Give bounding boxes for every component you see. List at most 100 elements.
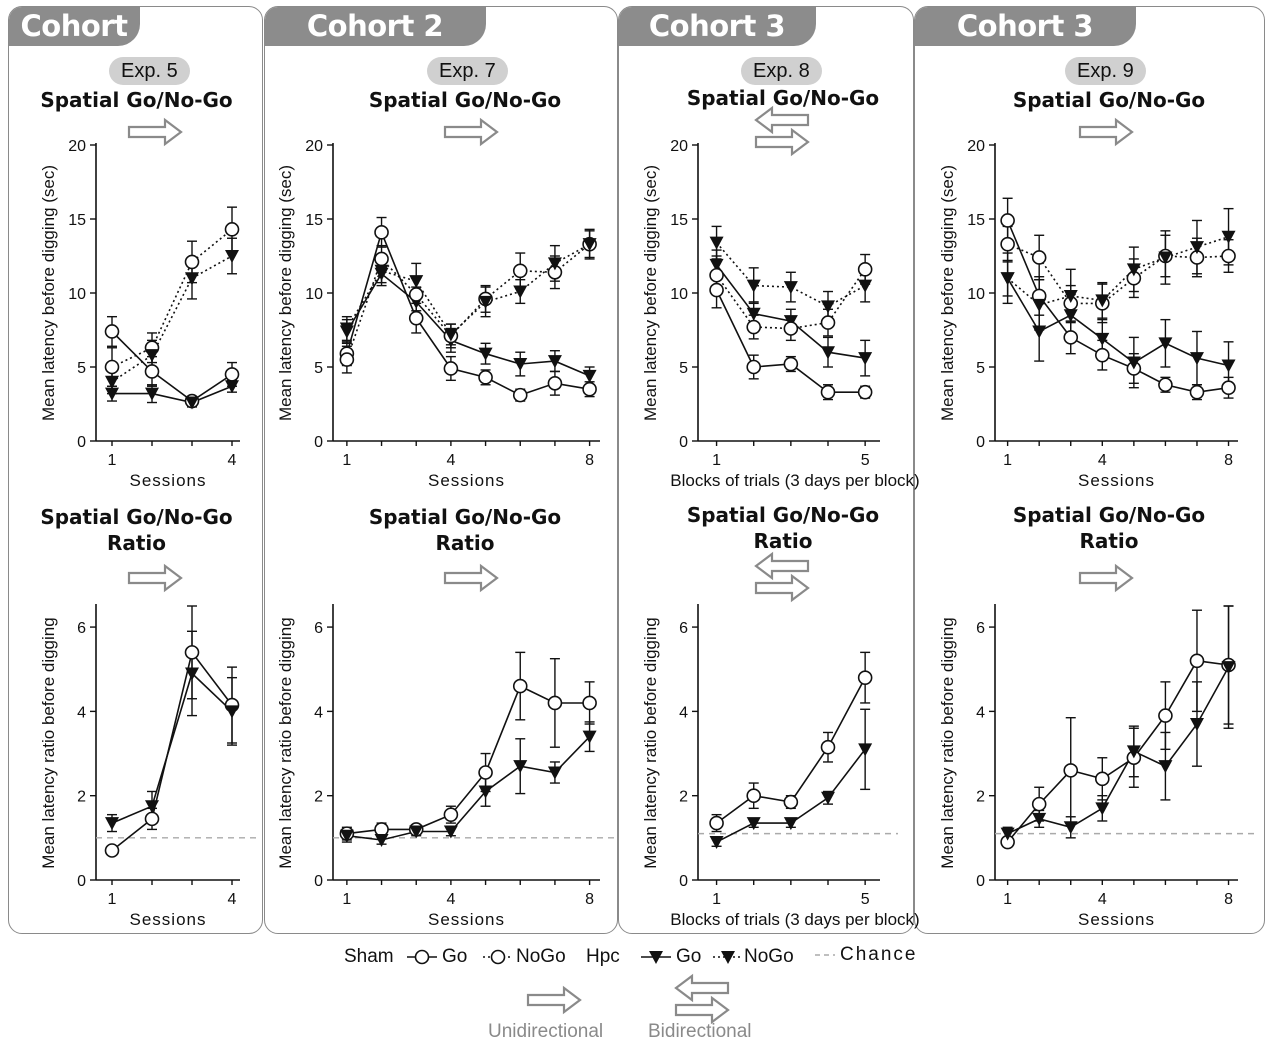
panel-exp7: Cohort 2 Exp. 7 Spatial Go/No-Go Spatial… bbox=[264, 6, 618, 934]
y-tick-label: 0 bbox=[679, 434, 688, 451]
y-tick-label: 10 bbox=[305, 286, 323, 303]
data-point-circle bbox=[709, 815, 724, 831]
data-point-triangle bbox=[582, 369, 597, 383]
series-line bbox=[1007, 236, 1229, 306]
data-point-triangle bbox=[1189, 352, 1204, 366]
bottom-chart-subtitle: Ratio bbox=[1079, 529, 1139, 553]
bottom-chart-subtitle: Ratio bbox=[435, 531, 495, 555]
data-point-circle bbox=[478, 765, 493, 780]
x-tick-label: 5 bbox=[861, 452, 870, 469]
data-point-triangle bbox=[225, 250, 239, 263]
top-chart-title: Spatial Go/No-Go bbox=[1012, 88, 1206, 112]
data-point-triangle bbox=[225, 705, 239, 719]
ratio-chart-exp5: 0 2 4 6 1 4 Sessions Mean latency ratio before … bbox=[39, 604, 258, 929]
legend-sham-label: Sham bbox=[344, 946, 394, 967]
data-point-triangle bbox=[513, 358, 528, 372]
data-point-triangle bbox=[374, 264, 389, 278]
y-tick-label: 0 bbox=[314, 873, 323, 890]
data-point-circle bbox=[224, 222, 240, 237]
data-point-circle bbox=[478, 370, 493, 385]
data-point-circle bbox=[184, 645, 200, 660]
y-tick-label: 20 bbox=[670, 138, 688, 155]
data-point-triangle bbox=[443, 328, 458, 342]
data-point-triangle bbox=[582, 238, 597, 252]
top-direction-arrow-right-icon bbox=[127, 117, 183, 147]
legend-chance-icon bbox=[815, 954, 835, 956]
data-point-triangle bbox=[746, 279, 761, 293]
data-point-triangle bbox=[1032, 325, 1047, 339]
data-point-triangle bbox=[1032, 298, 1047, 312]
data-point-circle bbox=[746, 319, 762, 335]
data-point-circle bbox=[1189, 384, 1205, 400]
data-point-circle bbox=[1063, 763, 1079, 778]
bottom-direction-arrow-right-icon bbox=[127, 563, 183, 593]
series-line bbox=[346, 272, 590, 377]
top-chart-title: Spatial Go/No-Go bbox=[368, 88, 562, 112]
data-point-triangle bbox=[858, 279, 873, 293]
data-point-circle bbox=[1000, 236, 1015, 252]
top-direction-arrow-left-icon bbox=[754, 105, 810, 135]
data-point-triangle bbox=[339, 829, 354, 843]
data-point-circle bbox=[144, 811, 160, 827]
y-axis-label: Mean latency ratio before digging bbox=[938, 617, 957, 868]
bottom-direction-arrow-right-icon bbox=[1078, 563, 1134, 593]
x-axis-label: Sessions bbox=[1078, 471, 1155, 490]
series-line bbox=[111, 650, 233, 852]
data-point-triangle bbox=[185, 396, 199, 410]
latency-chart-exp5: 0 5 10 15 20 1 4 Sessions Mean latency before di… bbox=[39, 138, 240, 490]
data-point-triangle bbox=[709, 236, 724, 250]
y-tick-label: 0 bbox=[976, 873, 985, 890]
data-point-triangle bbox=[513, 285, 528, 299]
data-point-circle bbox=[746, 359, 762, 375]
y-tick-label: 6 bbox=[976, 620, 985, 637]
bottom-chart-subtitle: Ratio bbox=[106, 531, 167, 555]
data-point-circle bbox=[547, 375, 563, 391]
data-point-triangle bbox=[1000, 827, 1015, 841]
x-tick-label: 1 bbox=[342, 891, 351, 908]
series-line bbox=[346, 243, 590, 336]
data-point-triangle bbox=[821, 300, 835, 314]
series-line bbox=[715, 289, 866, 393]
legend-hpc-nogo-label: NoGo bbox=[744, 946, 794, 967]
ratio-chart-exp8: 0 2 4 6 1 5 Blocks of trials (3 days per block… bbox=[641, 604, 920, 929]
data-point-triangle bbox=[547, 355, 562, 369]
legend-chance-label: Chance bbox=[840, 944, 918, 965]
x-tick-label: 1 bbox=[1003, 891, 1012, 908]
data-point-triangle bbox=[858, 352, 873, 366]
data-point-circle bbox=[104, 843, 120, 858]
legend-hpc-go-label: Go bbox=[676, 946, 702, 967]
experiment-label: Exp. 5 bbox=[109, 57, 190, 85]
x-tick-label: 5 bbox=[861, 891, 870, 908]
y-tick-label: 5 bbox=[679, 360, 688, 377]
data-point-circle bbox=[408, 287, 424, 302]
data-point-triangle bbox=[547, 766, 562, 780]
data-point-triangle bbox=[783, 281, 798, 295]
panel-exp9: Cohort 3 Exp. 9 Spatial Go/No-Go Spatial… bbox=[914, 6, 1265, 934]
x-tick-label: 4 bbox=[228, 891, 237, 908]
data-point-triangle bbox=[1158, 337, 1173, 351]
data-point-circle bbox=[820, 739, 836, 755]
x-tick-label: 1 bbox=[712, 891, 721, 908]
y-tick-label: 0 bbox=[77, 873, 86, 890]
y-tick-label: 2 bbox=[314, 789, 323, 806]
y-axis-label: Mean latency ratio before digging bbox=[641, 617, 660, 868]
legend-sham-nogo-label: NoGo bbox=[516, 946, 566, 967]
y-tick-label: 15 bbox=[670, 212, 688, 229]
data-point-triangle bbox=[185, 272, 199, 286]
bidirectional-arrow-left-icon bbox=[674, 973, 730, 1003]
x-tick-label: 1 bbox=[108, 891, 117, 908]
y-tick-label: 0 bbox=[976, 434, 985, 451]
y-tick-label: 0 bbox=[314, 434, 323, 451]
y-tick-label: 6 bbox=[314, 620, 323, 637]
top-direction-arrow-right-icon bbox=[443, 117, 499, 147]
x-axis-label: Blocks of trials (3 days per block) bbox=[670, 910, 919, 929]
data-point-triangle bbox=[1095, 332, 1110, 346]
series-line bbox=[111, 255, 233, 383]
experiment-label: Exp. 7 bbox=[427, 57, 508, 85]
series-line bbox=[111, 330, 233, 402]
x-tick-label: 8 bbox=[1224, 452, 1233, 469]
data-point-triangle bbox=[709, 836, 724, 850]
series-line bbox=[346, 736, 591, 841]
data-point-circle bbox=[184, 254, 200, 270]
data-point-triangle bbox=[1221, 230, 1236, 244]
